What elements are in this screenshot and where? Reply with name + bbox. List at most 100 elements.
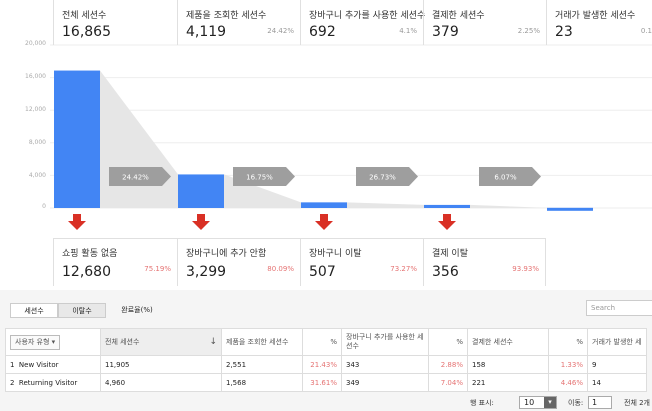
- conversion-rate-label: 16.75%: [246, 174, 273, 182]
- cell: 221: [467, 373, 549, 392]
- funnel-bar: [54, 70, 100, 208]
- stage-value: 379: [432, 24, 459, 40]
- cell: 7.04%: [428, 373, 468, 392]
- chevron-down-icon: ▾: [544, 397, 556, 408]
- stage-pct: 24.42%: [267, 27, 294, 35]
- column-header[interactable]: 제품을 조회한 세션수: [221, 328, 303, 356]
- funnel-connector: [347, 202, 424, 208]
- tab-completion-rate[interactable]: 완료율(%): [121, 306, 153, 314]
- funnel-bar: [301, 202, 347, 208]
- stage-header-product-view: 제품을 조회한 세션수 4,119 24.42%: [177, 0, 300, 45]
- goto-label: 이동:: [568, 399, 584, 407]
- conversion-rate-label: 24.42%: [122, 174, 149, 182]
- column-label: 전체 세션수: [105, 337, 140, 346]
- down-arrow-icon: [438, 214, 456, 230]
- cell: 1.33%: [548, 355, 588, 374]
- dropoff-pct: 93.93%: [512, 265, 539, 273]
- row-index: 2: [10, 378, 15, 387]
- cell: 9: [587, 355, 647, 374]
- table-header-row: 사용자 유형 ▾ 전체 세션수 ↓ 제품을 조회한 세션수 % 장바구니 추가를 …: [5, 328, 647, 356]
- cell: 343: [341, 355, 429, 374]
- rows-per-page-select[interactable]: 10 ▾: [519, 396, 557, 409]
- funnel-connector: [100, 70, 178, 208]
- row-name-link[interactable]: New Visitor: [18, 360, 59, 369]
- dropoff-label: 장바구니에 추가 안함: [186, 249, 267, 259]
- cell: 2,551: [221, 355, 303, 374]
- y-tick: 12,000: [25, 106, 46, 113]
- data-table: 사용자 유형 ▾ 전체 세션수 ↓ 제품을 조회한 세션수 % 장바구니 추가를 …: [5, 328, 647, 392]
- row-index: 1: [10, 360, 15, 369]
- column-header[interactable]: %: [548, 328, 588, 356]
- dropoff-checkout-abandon: 결제 이탈 356 93.93%: [423, 238, 546, 286]
- funnel-bar: [547, 207, 593, 211]
- dropoff-no-shopping: 쇼핑 활동 없음 12,680 75.19%: [53, 238, 177, 286]
- tab-sessions[interactable]: 세션수: [10, 303, 58, 318]
- dropoff-pct: 73.27%: [390, 265, 417, 273]
- cell: 1,568: [221, 373, 303, 392]
- dimension-label: 사용자 유형: [15, 337, 50, 346]
- cell: 4.46%: [548, 373, 588, 392]
- y-tick: 4,000: [28, 172, 46, 179]
- cell: 14: [587, 373, 647, 392]
- dropoff-label: 장바구니 이탈: [309, 249, 362, 259]
- stage-value: 16,865: [62, 24, 111, 40]
- row-dimension: 2 Returning Visitor: [5, 373, 101, 392]
- conversion-rate-label: 26.73%: [369, 174, 396, 182]
- funnel-connector: [470, 204, 547, 208]
- funnel-svg: 24.42% 16.75% 26.73% 6.07%: [50, 44, 652, 230]
- stage-label: 거래가 발생한 세션수: [555, 11, 636, 21]
- funnel-chart: 20,000 16,000 12,000 8,000 4,000 0 24.42…: [25, 0, 652, 286]
- dropoff-label: 결제 이탈: [432, 249, 468, 259]
- cell: 31.61%: [302, 373, 342, 392]
- dropoff-pct: 75.19%: [144, 265, 171, 273]
- dropoff-value: 12,680: [62, 264, 111, 280]
- conversion-arrow: [479, 167, 541, 186]
- dropoff-no-cart-add: 장바구니에 추가 안함 3,299 80.09%: [177, 238, 300, 286]
- column-header[interactable]: 결제한 세션수: [467, 328, 549, 356]
- table-row: 1 New Visitor 11,905 2,551 21.43% 343 2.…: [5, 355, 647, 374]
- search-input[interactable]: Search: [586, 300, 652, 316]
- total-count: 전체 2개: [624, 399, 650, 407]
- column-header[interactable]: %: [302, 328, 342, 356]
- goto-page-input[interactable]: 1: [588, 396, 612, 409]
- stage-header-total: 전체 세션수 16,865: [53, 0, 177, 45]
- dropoff-pct: 80.09%: [267, 265, 294, 273]
- down-arrow-icon: [315, 214, 333, 230]
- dimension-header: 사용자 유형 ▾: [5, 328, 101, 356]
- column-header[interactable]: 전체 세션수 ↓: [100, 328, 222, 356]
- tab-exits[interactable]: 이탈수: [58, 303, 106, 318]
- column-header[interactable]: 장바구니 추가를 사용한 세션수: [341, 328, 429, 356]
- cell: 11,905: [100, 355, 222, 374]
- row-name-link[interactable]: Returning Visitor: [18, 378, 78, 387]
- stage-label: 제품을 조회한 세션수: [186, 11, 267, 21]
- dropoff-cart-abandon: 장바구니 이탈 507 73.27%: [300, 238, 423, 286]
- y-tick: 20,000: [25, 40, 46, 47]
- conversion-rate-label: 6.07%: [494, 174, 517, 182]
- cell: 2.88%: [428, 355, 468, 374]
- dropoff-value: 356: [432, 264, 459, 280]
- rows-per-page-label: 행 표시:: [470, 399, 494, 407]
- stage-value: 692: [309, 24, 336, 40]
- row-dimension: 1 New Visitor: [5, 355, 101, 374]
- stage-header-transaction: 거래가 발생한 세션수 23 0.1: [546, 0, 652, 45]
- rows-per-page-value: 10: [524, 398, 535, 407]
- funnel-bar: [178, 174, 224, 208]
- sort-arrow-icon: ↓: [209, 336, 217, 347]
- cell: 4,960: [100, 373, 222, 392]
- column-header[interactable]: %: [428, 328, 468, 356]
- column-header[interactable]: 거래가 발생한 세: [587, 328, 647, 356]
- conversion-arrow: [356, 167, 418, 186]
- stage-header-checkout: 결제한 세션수 379 2.25%: [423, 0, 546, 45]
- stage-label: 전체 세션수: [62, 11, 107, 21]
- dimension-dropdown[interactable]: 사용자 유형 ▾: [10, 334, 61, 350]
- stage-label: 장바구니 추가를 사용한 세션수: [309, 11, 426, 21]
- table-row: 2 Returning Visitor 4,960 1,568 31.61% 3…: [5, 373, 647, 392]
- stage-value: 4,119: [186, 24, 227, 40]
- stage-header-add-to-cart: 장바구니 추가를 사용한 세션수 692 4.1%: [300, 0, 426, 45]
- dropoff-label: 쇼핑 활동 없음: [62, 249, 118, 259]
- dropoff-value: 507: [309, 264, 336, 280]
- dropoff-value: 3,299: [186, 264, 227, 280]
- cell: 349: [341, 373, 429, 392]
- stage-pct: 4.1%: [399, 27, 417, 35]
- y-tick: 0: [42, 203, 46, 210]
